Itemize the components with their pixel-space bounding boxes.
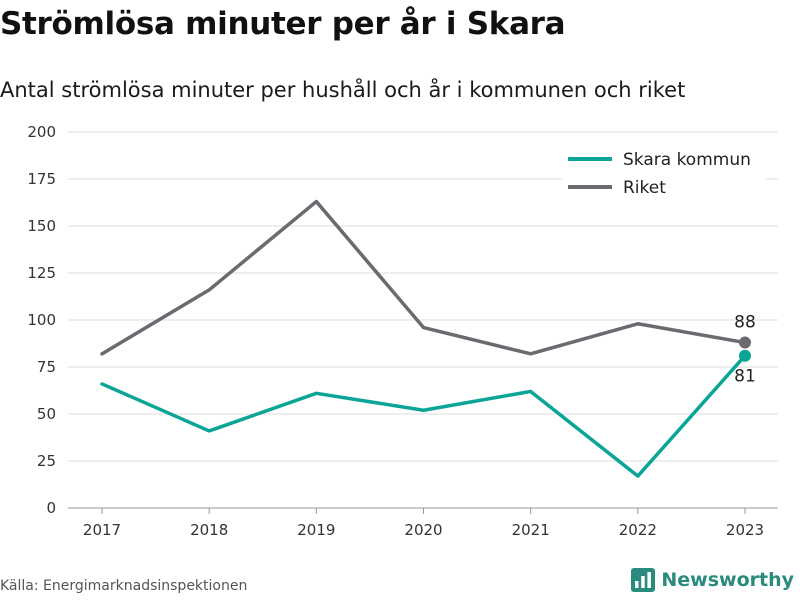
data-label-skara-kommun: 81 — [734, 367, 756, 387]
legend-label-riket: Riket — [623, 178, 666, 198]
end-point-skara-kommun — [739, 349, 751, 362]
x-tick-label: 2021 — [512, 521, 550, 539]
brand-logo: Newsworthy — [631, 568, 794, 592]
x-tick-label: 2018 — [190, 521, 228, 539]
chart-title: Strömlösa minuter per år i Skara — [0, 6, 566, 42]
y-tick-label: 50 — [37, 405, 56, 423]
y-tick-label: 100 — [27, 311, 56, 329]
end-point-riket — [739, 336, 751, 349]
x-tick-label: 2023 — [726, 521, 764, 539]
y-tick-label: 75 — [37, 358, 56, 376]
bar-chart-icon — [631, 568, 656, 592]
legend-label-skara-kommun: Skara kommun — [623, 150, 751, 170]
legend-box — [562, 144, 766, 206]
x-tick-label: 2022 — [619, 521, 657, 539]
x-tick-label: 2020 — [404, 521, 442, 539]
data-label-riket: 88 — [734, 313, 756, 333]
series-line-riket — [100, 199, 747, 356]
source-note: Källa: Energimarknadsinspektionen — [0, 578, 248, 594]
y-tick-label: 200 — [27, 123, 56, 141]
chart-subtitle: Antal strömlösa minuter per hushåll och … — [0, 78, 686, 102]
x-tick-label: 2019 — [297, 521, 335, 539]
x-tick-label: 2017 — [83, 521, 121, 539]
y-tick-label: 125 — [27, 264, 56, 282]
y-tick-label: 0 — [46, 499, 56, 517]
y-tick-label: 150 — [27, 217, 56, 235]
brand-name: Newsworthy — [661, 569, 794, 591]
y-tick-label: 175 — [27, 170, 56, 188]
y-tick-label: 25 — [37, 452, 56, 470]
series-line-skara-kommun — [100, 353, 747, 478]
